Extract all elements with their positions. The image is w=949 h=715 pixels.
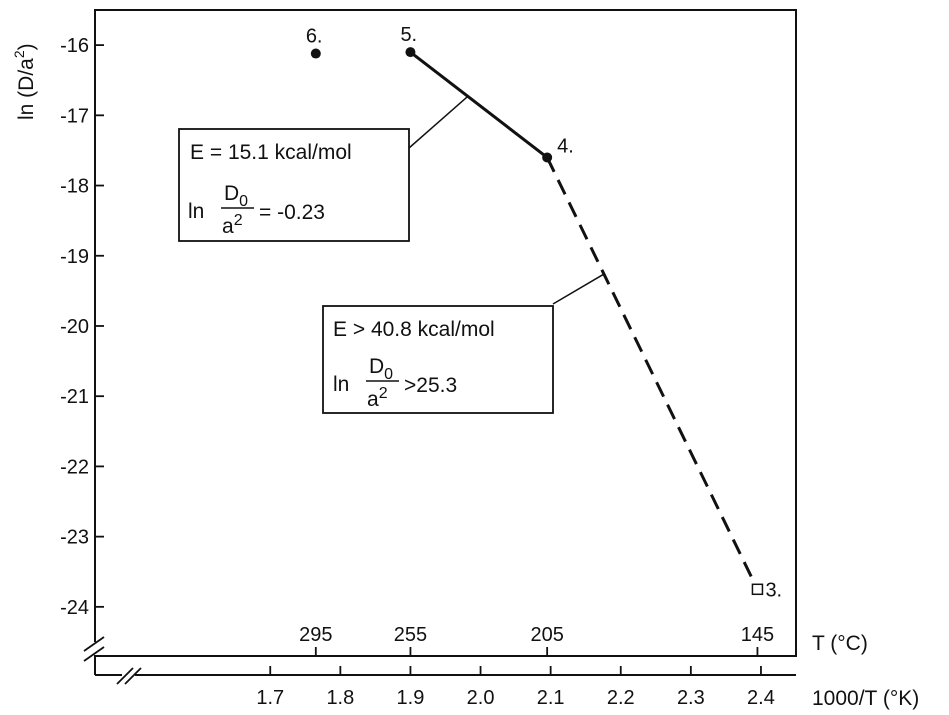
x-axis-title: 1000/T (°K) <box>812 687 919 710</box>
x-axis-break-mark <box>116 667 142 685</box>
y-tick-label: -21 <box>60 386 89 408</box>
t-axis-title: T (°C) <box>812 632 868 655</box>
data-point-4 <box>542 152 553 163</box>
point-label: 4. <box>557 135 574 157</box>
annotation-1-ln: ln <box>188 200 204 223</box>
points-layer: 3. 4. 5. 6. <box>306 24 782 601</box>
y-tick-label: -24 <box>60 597 89 619</box>
annotation-box-low-energy: E = 15.1 kcal/mol ln D0 a2 = -0.23 <box>178 128 410 242</box>
data-point-6 <box>310 48 321 59</box>
fit-lines-layer <box>409 50 759 590</box>
y-tick-label: -17 <box>60 105 89 127</box>
annotation-1-frac-num: D0 <box>224 182 248 210</box>
fit-line-dashed <box>545 156 759 590</box>
fit-line-solid <box>409 50 549 159</box>
point-label: 5. <box>400 24 417 46</box>
plot-frame <box>94 9 797 657</box>
annotation-2-frac-num: D0 <box>369 355 393 383</box>
x-tick-label: 2.1 <box>537 687 565 709</box>
point-label: 6. <box>306 26 323 48</box>
y-tick-label: -20 <box>60 316 89 338</box>
annotation-2-energy: E > 40.8 kcal/mol <box>333 318 495 341</box>
annotation-2-value: >25.3 <box>404 374 457 397</box>
annotation-1-energy: E = 15.1 kcal/mol <box>190 141 352 164</box>
x-tick-label: 2.4 <box>747 687 775 709</box>
point-label: 3. <box>765 579 782 601</box>
annotation-1-frac-den: a2 <box>222 212 243 238</box>
data-point-5 <box>405 47 416 58</box>
x-tick-label: 2.2 <box>607 687 635 709</box>
callout-leader-2 <box>552 273 605 305</box>
y-tick-label: -19 <box>60 246 89 268</box>
y-axis-break-mark <box>83 636 105 662</box>
t-tick-label: 205 <box>530 624 563 646</box>
annotation-box-1-frame <box>178 128 410 242</box>
data-point-3 <box>751 583 764 596</box>
annotation-2-frac-den: a2 <box>367 385 388 411</box>
t-tick-label: 295 <box>299 624 332 646</box>
annotation-box-high-energy: E > 40.8 kcal/mol ln D0 a2 >25.3 <box>322 305 554 414</box>
y-axis-title: ln (D/a2) <box>11 43 38 120</box>
callout-leader-1 <box>408 95 469 149</box>
x-tick-label: 1.8 <box>326 687 354 709</box>
x-tick-label: 1.9 <box>397 687 425 709</box>
x-tick-label: 2.0 <box>467 687 495 709</box>
annotation-1-value: = -0.23 <box>259 201 325 224</box>
y-tick-label: -22 <box>60 456 89 478</box>
t-tick-label: 255 <box>394 624 427 646</box>
t-tick-label: 145 <box>741 624 774 646</box>
annotation-box-2-frame <box>322 305 554 414</box>
ticks-layer: -16 -17 -18 -19 -20 -21 -22 -23 -24 295 255 205 145 1… <box>60 35 775 709</box>
x-tick-label: 2.3 <box>677 687 705 709</box>
y-tick-label: -23 <box>60 527 89 549</box>
y-tick-label: -18 <box>60 176 89 198</box>
y-tick-label: -16 <box>60 35 89 57</box>
annotation-2-ln: ln <box>333 373 349 396</box>
callout-layer <box>408 95 605 305</box>
x-tick-label: 1.7 <box>256 687 284 709</box>
